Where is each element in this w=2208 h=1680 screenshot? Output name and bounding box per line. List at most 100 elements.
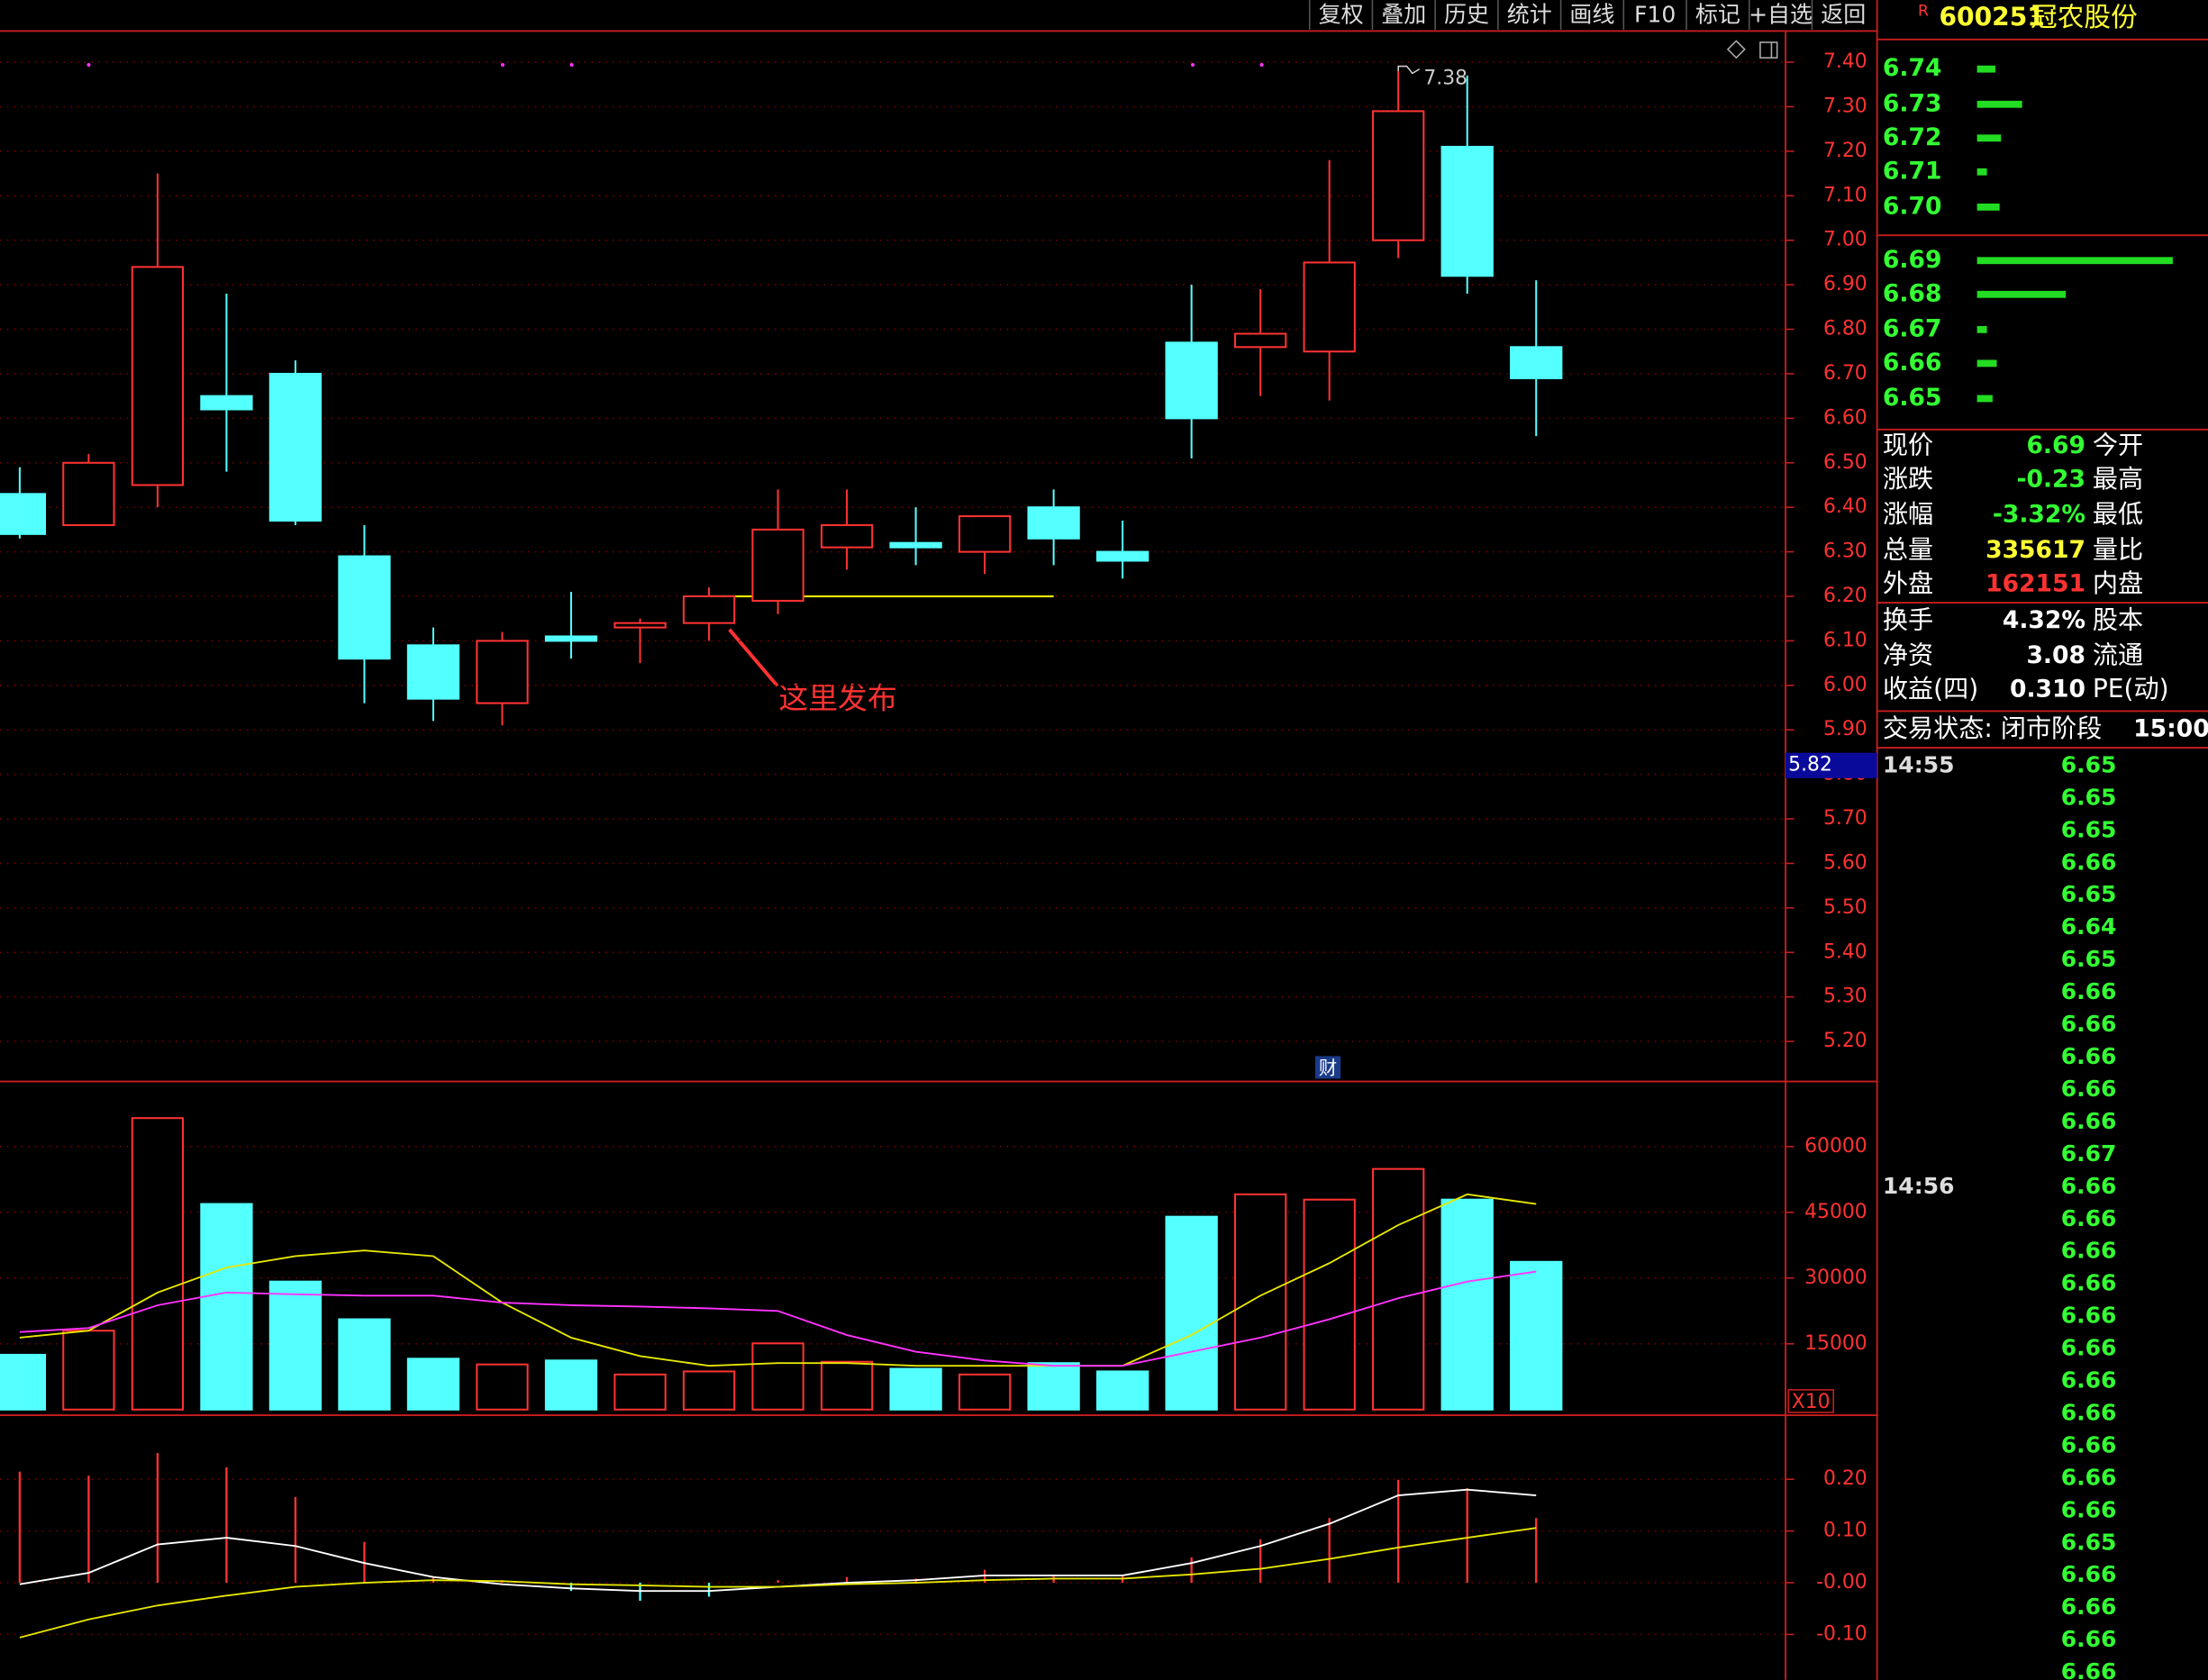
- y-tick-label: 7.10: [1823, 184, 1867, 206]
- diamond-icon[interactable]: [1726, 40, 1746, 59]
- quote-label: PE(动): [2093, 674, 2169, 704]
- candle-body: [613, 622, 667, 629]
- trade-price: 6.66: [2061, 1367, 2117, 1394]
- volume-bar: [1165, 1215, 1218, 1411]
- quote-value: 3.08: [2026, 641, 2085, 669]
- y-tick-label: -0.10: [1816, 1622, 1867, 1645]
- candle-body: [406, 644, 460, 700]
- quote-label: 总量: [1883, 534, 1933, 564]
- quote-label: 涨幅: [1883, 499, 1933, 529]
- trade-price: 6.66: [2061, 1108, 2117, 1134]
- y-tick-label: 6.30: [1823, 540, 1867, 563]
- y-tick-label: 6.60: [1823, 406, 1867, 429]
- candle-body: [338, 555, 391, 660]
- plot-area: [0, 61, 1786, 1639]
- panel-icon[interactable]: [1759, 41, 1778, 59]
- order-price: 6.70: [1883, 192, 1942, 220]
- volume-bar: [889, 1367, 942, 1411]
- trade-price: 6.66: [2061, 1238, 2117, 1264]
- y-tick-label: 5.90: [1823, 718, 1867, 740]
- volume-bar: [406, 1358, 460, 1411]
- toolbar-button[interactable]: 统计: [1507, 1, 1552, 27]
- candle-body: [820, 523, 874, 549]
- quote-label: 涨跌: [1883, 464, 1933, 494]
- candle-body: [958, 515, 1012, 553]
- event-marker-box[interactable]: [1314, 1056, 1341, 1079]
- y-tick-label: 0.20: [1823, 1467, 1867, 1490]
- annotation-text: 这里发布: [778, 681, 896, 715]
- event-dot: [1259, 62, 1264, 68]
- y-tick-label: 6.20: [1823, 585, 1867, 607]
- status-time: 15:00:: [2133, 714, 2208, 742]
- quote-label: 股本: [2093, 604, 2143, 634]
- volume-bar: [1027, 1362, 1080, 1411]
- order-bar: [1976, 359, 1997, 368]
- y-tick-label: 0.10: [1823, 1520, 1867, 1542]
- high-marker: [1397, 65, 1421, 75]
- toolbar-button[interactable]: F10: [1634, 1, 1676, 27]
- trade-price: 6.66: [2061, 1270, 2117, 1296]
- volume-bar: [131, 1117, 185, 1411]
- volume-bar: [476, 1363, 529, 1411]
- toolbar-button[interactable]: 画线: [1569, 1, 1614, 27]
- unit-box: [1787, 1389, 1834, 1413]
- trade-price: 6.64: [2061, 913, 2117, 940]
- stock-code: 600251: [1939, 2, 2044, 32]
- y-tick-label: 6.70: [1823, 362, 1867, 385]
- trade-price: 6.67: [2061, 1140, 2117, 1167]
- order-price: 6.67: [1883, 314, 1942, 342]
- order-bar: [1976, 168, 1987, 176]
- trade-price: 6.66: [2061, 1464, 2117, 1490]
- event-dot: [569, 62, 574, 68]
- y-tick-label: 6.80: [1823, 318, 1867, 341]
- macd-line: [19, 1527, 1537, 1639]
- toolbar-button[interactable]: 历史: [1444, 1, 1489, 27]
- order-bar: [1976, 257, 2173, 265]
- unit-label: X10: [1792, 1391, 1831, 1413]
- candle-body: [1510, 346, 1563, 379]
- quote-value: 0.310: [2010, 676, 2085, 704]
- y-tick-label: 30000: [1804, 1267, 1867, 1289]
- toolbar-button[interactable]: 标记: [1695, 1, 1740, 27]
- volume-bar: [268, 1280, 323, 1411]
- y-tick-label: -0.00: [1816, 1571, 1867, 1594]
- volume-bar: [751, 1342, 804, 1411]
- stock-flag: R: [1918, 3, 1929, 21]
- toolbar-button[interactable]: 返回: [1821, 1, 1866, 27]
- event-dots: [86, 62, 1264, 68]
- status-label: 交易状态: 闭市阶段: [1883, 713, 2102, 743]
- volume-bar: [0, 1353, 47, 1411]
- order-price: 6.69: [1883, 246, 1942, 274]
- volume-bar: [544, 1359, 598, 1411]
- quote-value: 162151: [1985, 569, 2085, 597]
- order-price: 6.65: [1883, 384, 1942, 412]
- y-tick-label: 5.70: [1823, 807, 1867, 830]
- order-bar: [1976, 395, 1993, 403]
- y-tick-label: 7.40: [1823, 50, 1867, 73]
- y-tick-label: 6.50: [1823, 451, 1867, 474]
- order-price: 6.73: [1883, 89, 1942, 117]
- y-tick-label: 7.00: [1823, 229, 1867, 251]
- quote-label: 量比: [2093, 534, 2143, 564]
- toolbar-button[interactable]: 复权: [1319, 1, 1364, 27]
- y-tick-label: 6.00: [1823, 674, 1867, 696]
- order-price: 6.68: [1883, 279, 1942, 307]
- toolbar-button[interactable]: 叠加: [1381, 1, 1426, 27]
- toolbar-button[interactable]: +自选: [1749, 1, 1813, 27]
- trade-price: 6.66: [2061, 1043, 2117, 1069]
- volume-bar: [1303, 1198, 1356, 1411]
- trade-price: 6.65: [2061, 816, 2117, 842]
- candle-body: [1027, 506, 1080, 540]
- y-tick-label: 7.20: [1823, 140, 1867, 162]
- y-tick-label: 6.90: [1823, 273, 1867, 295]
- volume-bar: [958, 1373, 1012, 1411]
- volume-bar: [1440, 1198, 1494, 1411]
- event-marker[interactable]: 财: [1319, 1058, 1337, 1079]
- trade-price: 6.66: [2061, 1205, 2117, 1231]
- trade-price: 6.66: [2061, 1626, 2117, 1652]
- quote-label: 最高: [2093, 464, 2143, 494]
- volume-bar: [62, 1330, 115, 1411]
- order-bar: [1976, 203, 2000, 211]
- quote-value: -0.23: [2016, 466, 2085, 494]
- quote-label: 换手: [1883, 604, 1933, 634]
